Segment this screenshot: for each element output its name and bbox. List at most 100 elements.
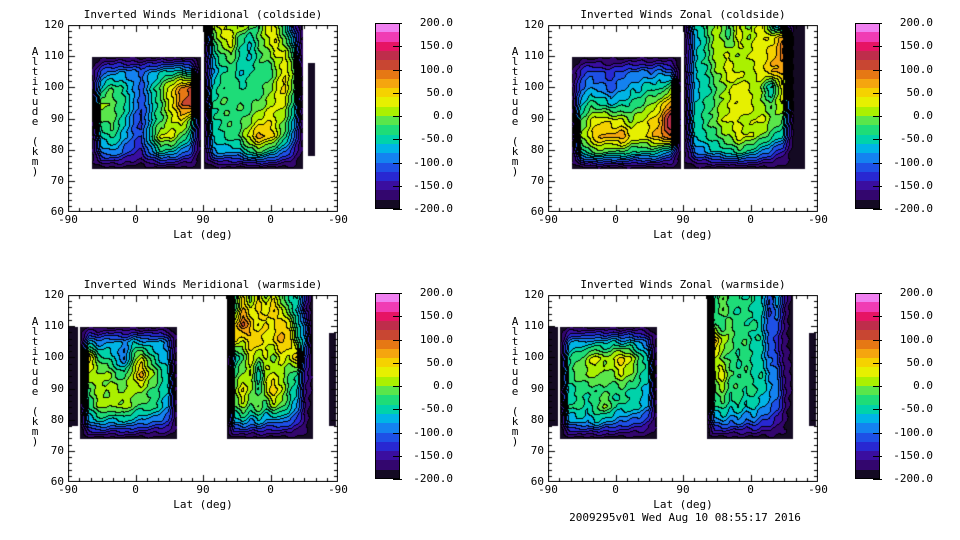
colorbar-tick-label: 150.0 [899,309,933,322]
contour-plot [548,25,818,212]
y-tick-label: 110 [44,49,64,63]
x-tick-label: 0 [612,213,619,226]
colorbar-tick [393,363,402,364]
colorbar-tick [873,363,882,364]
y-tick-label: 90 [530,381,544,395]
colorbar-band [855,41,880,52]
colorbar-band [375,125,400,135]
colorbar-tick-label: -50.0 [419,132,453,145]
colorbar-tick [393,139,402,140]
y-axis-label-char: l [511,325,519,338]
colorbar-tick-label: 100.0 [899,63,933,76]
x-tick-label: 90 [676,483,690,496]
colorbar-band [855,162,880,173]
colorbar-tick [393,316,402,317]
x-tick-label: -90 [58,213,78,226]
colorbar-band [375,469,400,480]
colorbar-band [855,302,880,312]
colorbar-band [855,116,880,126]
colorbar-tick-label: 200.0 [419,286,453,299]
colorbar-tick-label: -200.0 [893,202,933,215]
y-axis-label-char: d [31,105,39,118]
x-tick-label: 90 [196,213,210,226]
y-tick-label: 80 [50,412,64,426]
colorbar-band [375,302,400,312]
y-tick-label: 100 [44,80,64,94]
y-axis-label-char: m [31,425,39,438]
colorbar-band [855,339,880,350]
y-tick-label: 60 [530,205,544,218]
colorbar-tick [873,46,882,47]
panel-title: Inverted Winds Zonal (coldside) [580,8,786,21]
colorbar-band [855,171,880,182]
colorbar-tick [873,316,882,317]
colorbar-band [375,78,400,89]
x-axis-label: Lat (deg) [653,228,713,241]
y-tick-label: 60 [530,475,544,488]
x-axis-label: Lat (deg) [173,498,233,511]
colorbar-tick [873,93,882,94]
colorbar-band [375,50,400,61]
contour-plot [68,25,338,212]
colorbar-band [375,358,400,368]
y-axis-label-char: A [511,45,519,58]
colorbar-tick [393,46,402,47]
y-axis-label-char: u [31,95,39,108]
y-axis-label-char: ) [31,435,39,448]
y-axis-label-char: u [31,365,39,378]
colorbar-band [375,88,400,98]
colorbar-band [375,311,400,322]
colorbar-tick [873,409,882,410]
x-tick-label: -90 [58,483,78,496]
colorbar-tick-label: 100.0 [899,333,933,346]
colorbar-tick-label: 200.0 [419,16,453,29]
contour-plot [548,295,818,482]
x-tick-label: 0 [612,483,619,496]
colorbar-band [375,293,400,303]
colorbar-band [855,376,880,387]
colorbar-tick-label: -200.0 [893,472,933,485]
y-axis-label-char: u [511,365,519,378]
colorbar-band [375,106,400,117]
y-axis-label-char: ( [511,405,519,418]
colorbar-band [375,153,400,163]
y-axis-label-char: k [31,145,39,158]
y-axis-label-char: t [31,85,39,98]
x-tick-label: 90 [676,213,690,226]
colorbar-tick-label: 0.0 [913,379,933,392]
y-axis-label-char: k [511,415,519,428]
colorbar-tick [873,293,882,294]
y-axis-label-char: m [31,155,39,168]
y-axis-label-char: ( [31,405,39,418]
colorbar-tick [873,23,882,24]
colorbar-band [375,190,400,201]
colorbar-band [375,404,400,415]
y-axis-label-char: ) [511,435,519,448]
y-axis-label-char: i [31,345,39,358]
colorbar-tick [393,116,402,117]
x-tick-label: 0 [132,483,139,496]
colorbar-band [375,376,400,387]
colorbar-tick [393,479,402,480]
y-axis-label-char: t [31,355,39,368]
y-tick-label: 70 [530,173,544,187]
colorbar-tick-label: 150.0 [419,309,453,322]
colorbar-band [375,320,400,331]
colorbar-band [855,106,880,117]
y-tick-label: 100 [524,80,544,94]
x-tick-label: 0 [747,483,754,496]
colorbar-tick [873,340,882,341]
y-tick-label: 70 [50,443,64,457]
colorbar-tick [873,386,882,387]
y-tick-label: 60 [50,205,64,218]
colorbar-band [855,423,880,433]
colorbar-band [855,23,880,33]
colorbar-tick-label: -200.0 [413,202,453,215]
colorbar-tick [393,93,402,94]
colorbar-band [855,78,880,89]
colorbar-tick [393,23,402,24]
